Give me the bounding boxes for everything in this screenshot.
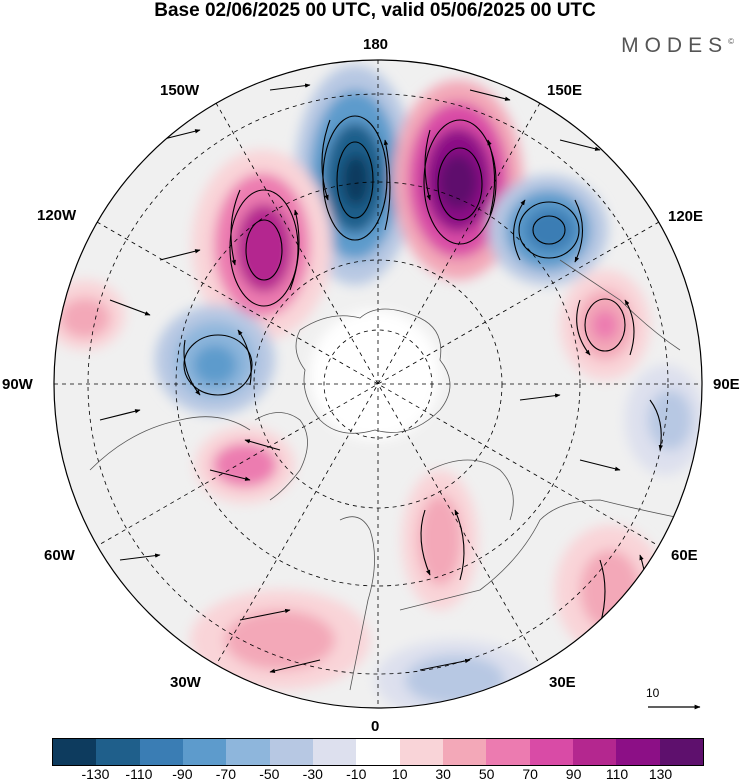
colorbar-swatch-14 — [659, 739, 703, 765]
colorbar-tick-label: 130 — [648, 766, 673, 782]
colorbar-swatch-9 — [442, 739, 487, 765]
map-boundary — [53, 59, 703, 709]
lon-label-120w: 120W — [37, 207, 77, 224]
colorbar-swatch-5 — [269, 739, 313, 765]
colorbar-ticks: -130 -110 -90 -70 -50 -30 -10 10 30 50 70 90 110 130 — [0, 766, 750, 784]
colorbar — [52, 738, 704, 766]
lon-label-90e: 90E — [713, 376, 740, 393]
colorbar-tick-label: -10 — [346, 766, 367, 782]
colorbar-tick-label: -110 — [125, 766, 153, 782]
colorbar-swatch-0 — [53, 739, 97, 765]
colorbar-swatch-11 — [529, 739, 573, 765]
colorbar-tick-label: 90 — [565, 766, 582, 782]
lon-label-120e: 120E — [668, 208, 704, 225]
colorbar-tick-label: -90 — [172, 766, 193, 782]
anomaly-field — [54, 65, 702, 708]
modes-logo: MODES© — [621, 34, 734, 57]
lon-label-0: 0 — [371, 718, 380, 735]
colorbar-tick-label: 10 — [391, 766, 408, 782]
graticule — [54, 60, 702, 708]
colorbar-tick-label: 110 — [605, 766, 629, 782]
colorbar-swatch-12 — [572, 739, 617, 765]
colorbar-swatch-3 — [182, 739, 227, 765]
lon-label-90w: 90W — [2, 376, 33, 393]
coastlines — [89, 259, 691, 691]
colorbar-swatch-8 — [399, 739, 443, 765]
colorbar-swatch-7 — [356, 739, 400, 765]
colorbar-tick-label: 30 — [435, 766, 451, 782]
colorbar-swatch-13 — [616, 739, 660, 765]
brand-text: MODES — [621, 34, 729, 57]
lon-label-150e: 150E — [547, 82, 583, 99]
page-title: Base 02/06/2025 00 UTC, valid 05/06/2025… — [154, 0, 596, 21]
colorbar-swatch-4 — [226, 739, 270, 765]
colorbar-swatch-2 — [139, 739, 183, 765]
colorbar-swatch-10 — [486, 739, 530, 765]
lon-label-30e: 30E — [549, 674, 576, 691]
colorbar-tick-label: -30 — [302, 766, 323, 782]
lon-label-30w: 30W — [170, 674, 201, 691]
colorbar-swatch-1 — [96, 739, 140, 765]
lon-label-180: 180 — [363, 36, 389, 53]
lon-label-60e: 60E — [671, 547, 698, 564]
colorbar-swatch-6 — [312, 739, 357, 765]
lon-label-150w: 150W — [160, 82, 200, 99]
colorbar-tick-label: 50 — [478, 766, 495, 782]
colorbar-tick-label: -130 — [81, 766, 110, 782]
lon-label-60w: 60W — [44, 547, 75, 564]
colorbar-tick-label: 70 — [522, 766, 538, 782]
reference-vector-label: 10 — [646, 686, 660, 700]
height-contours — [183, 115, 626, 396]
colorbar-tick-label: -50 — [259, 766, 280, 782]
colorbar-tick-label: -70 — [215, 766, 236, 782]
